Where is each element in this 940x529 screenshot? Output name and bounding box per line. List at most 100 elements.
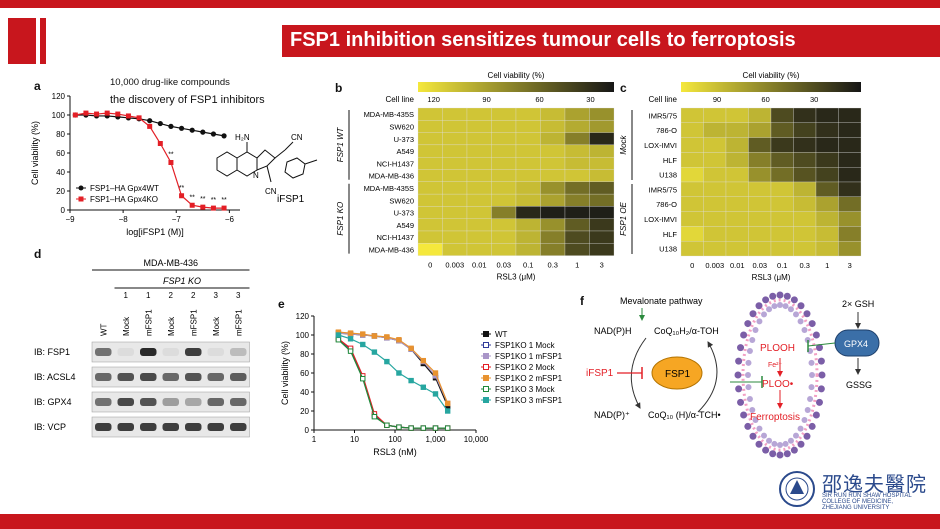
heatmap-cell (515, 230, 541, 244)
y-axis-label: Cell viability (%) (280, 341, 290, 405)
heatmap-cell (564, 243, 590, 256)
y-tick-label: 40 (300, 388, 309, 397)
ifsp1-label: iFSP1 (586, 368, 614, 379)
heatmap-cell (703, 181, 727, 197)
membrane-lipid-outer (769, 292, 777, 300)
y-tick-label: 20 (56, 187, 65, 196)
heatmap-cell (491, 107, 517, 121)
row-label: 786-O (656, 200, 677, 209)
heatmap-cell (417, 193, 443, 207)
data-point (444, 400, 451, 407)
heatmap-cell (793, 181, 817, 197)
heatmap-cell (442, 206, 468, 219)
heatmap-cell (703, 122, 727, 138)
colorbar-tick-label: 30 (586, 95, 594, 104)
membrane-tails (741, 298, 819, 452)
panel-label-a: a (34, 79, 41, 93)
y-tick-label: 60 (300, 369, 309, 378)
heatmap-cell (466, 157, 492, 170)
data-point (335, 337, 342, 343)
heatmap-cell (838, 137, 862, 153)
column-label: 0.01 (730, 261, 745, 270)
data-point (125, 113, 131, 119)
membrane-lipid-inner (752, 327, 759, 334)
row-label: U-373 (394, 209, 414, 218)
logo-english: SIR RUN RUN SHAW HOSPITAL COLLEGE OF MED… (822, 493, 912, 511)
membrane-lipid-outer (776, 451, 784, 459)
heatmap-cell (815, 211, 839, 227)
row-label: HLF (663, 156, 678, 165)
data-point (179, 193, 185, 199)
y-tick-label: 100 (52, 111, 66, 120)
membrane-lipid-inner (782, 440, 789, 447)
membrane-lipid-outer (749, 310, 757, 318)
heatmap-cell (680, 122, 704, 138)
blot-label: IB: GPX4 (34, 397, 72, 407)
heatmap-cell (466, 181, 492, 195)
membrane-lipid-inner (808, 359, 815, 366)
series-line (337, 339, 448, 429)
row-label: SW620 (389, 196, 414, 205)
heatmap-cell (417, 132, 443, 146)
column-label: 0 (690, 261, 694, 270)
membrane-lipid-outer (740, 411, 748, 419)
column-label: 0.1 (523, 261, 533, 270)
heatmap-cell (815, 226, 839, 242)
bottom-accent-bar (0, 514, 940, 529)
heatmap-cell (680, 167, 704, 183)
membrane-lipid-inner (777, 442, 783, 448)
data-point (104, 110, 110, 116)
logo-line2: COLLEGE OF MEDICINE, (822, 499, 894, 505)
heatmap-cell (748, 196, 772, 212)
fe-label: Fe²⁺ (768, 362, 783, 369)
row-header: Cell line (649, 95, 678, 104)
heatmap-cell (589, 157, 615, 170)
heatmap-cell (442, 132, 468, 146)
heatmap-cell (589, 243, 615, 256)
compound-label: iFSP1 (277, 194, 305, 205)
membrane-lipid-outer (737, 398, 745, 406)
heatmap-cell (680, 107, 704, 123)
data-point (432, 391, 439, 397)
membrane-lipid-inner (771, 440, 778, 447)
heatmap-cell (466, 107, 492, 121)
membrane-lipid-outer (735, 385, 743, 393)
blot-band (140, 398, 157, 406)
significance-stars: ** (221, 197, 227, 204)
column-label: 3 (600, 261, 604, 270)
heatmap-cell (589, 107, 615, 121)
row-label: U138 (659, 245, 677, 254)
membrane-lipid-inner (752, 416, 759, 423)
heatmap-cell (838, 152, 862, 168)
membrane-lipid-inner (797, 318, 804, 325)
data-point (157, 141, 163, 146)
heatmap-cell (793, 211, 817, 227)
membrane-lipid-inner (787, 306, 794, 313)
membrane-lipid-outer (803, 432, 811, 440)
heatmap-cell (491, 230, 517, 244)
membrane-lipid-outer (812, 331, 820, 339)
legend-label: FSP1KO 2 mFSP1 (495, 374, 563, 383)
heatmap-cell (417, 144, 443, 158)
heatmap-cell (725, 226, 749, 242)
heatmap-cell (491, 243, 517, 256)
coq-oxidized-label: CoQ₁₀ (H)/α-TCH• (648, 410, 721, 420)
data-point (420, 357, 427, 364)
x-tick-label: 100 (388, 435, 402, 444)
ploo-label: PLOO• (762, 379, 794, 390)
blot-label: IB: FSP1 (34, 347, 70, 357)
data-point (371, 349, 378, 355)
legend-label: FSP1KO 3 Mock (495, 385, 556, 394)
data-point (360, 341, 366, 348)
data-point (371, 333, 378, 339)
row-label: MDA-MB-436 (369, 172, 414, 181)
heatmap-cell (417, 169, 443, 182)
blot-band (95, 398, 112, 406)
blot-band (117, 398, 134, 406)
heatmap-cell (417, 243, 443, 256)
data-point (83, 110, 89, 116)
heatmap-cell (770, 107, 794, 123)
data-point (444, 425, 451, 431)
column-label: 0.03 (752, 261, 767, 270)
membrane-lipid-outer (797, 302, 805, 310)
